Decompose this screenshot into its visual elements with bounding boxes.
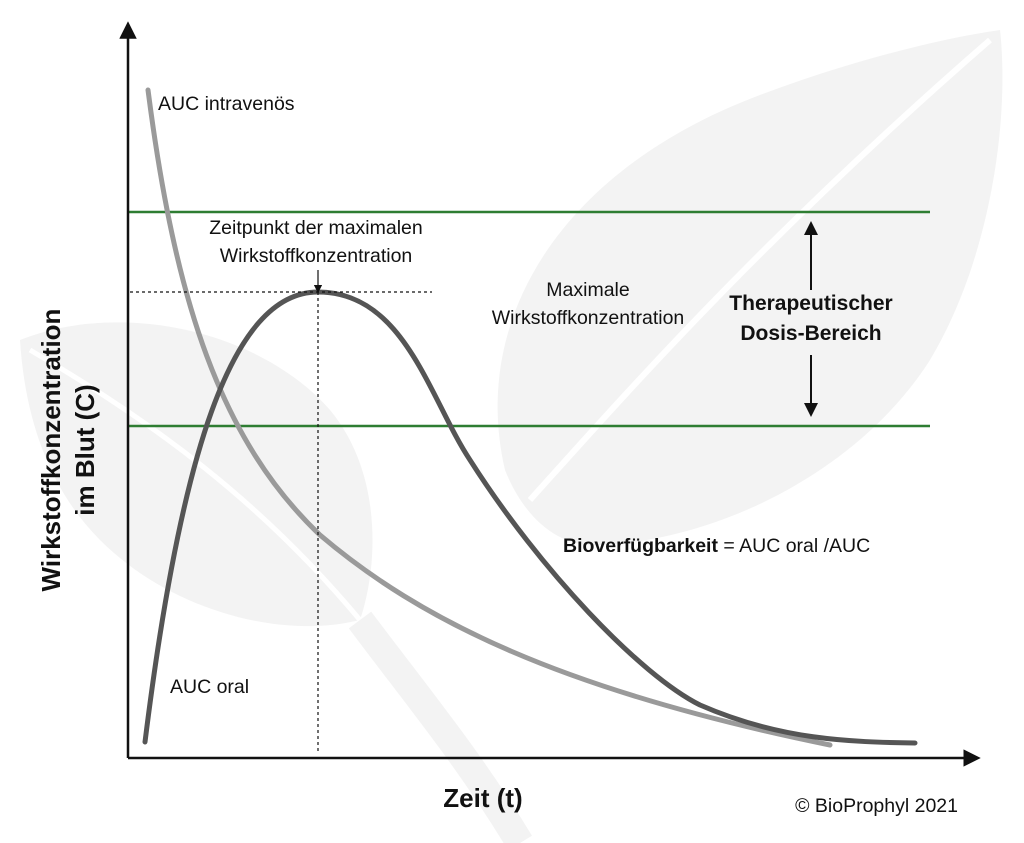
leaf-small-vein bbox=[28, 347, 362, 622]
therapeutic-label-line2: Dosis-Bereich bbox=[740, 322, 881, 345]
oral-curve bbox=[142, 289, 918, 746]
oral-curve-label: AUC oral bbox=[170, 676, 249, 698]
cmax-label-line1: Maximale bbox=[546, 279, 629, 301]
x-axis-label: Zeit (t) bbox=[443, 783, 522, 813]
therapeutic-label-line1: Therapeutischer bbox=[729, 292, 892, 315]
copyright-text: © BioProphyl 2021 bbox=[795, 795, 958, 817]
tmax-label-line1: Zeitpunkt der maximalen bbox=[209, 217, 423, 239]
bioavailability-formula: = AUC oral /AUC bbox=[718, 535, 870, 557]
bioavailability-term: Bioverfügbarkeit bbox=[563, 535, 718, 557]
leaf-stem bbox=[348, 611, 532, 843]
background-leaf-watermark bbox=[20, 30, 1003, 843]
y-axis-label-line1: Wirkstoffkonzentration bbox=[36, 309, 66, 592]
bioavailability-text: Bioverfügbarkeit = AUC oral /AUC bbox=[563, 535, 870, 557]
tmax-label-line2: Wirkstoffkonzentration bbox=[220, 245, 413, 267]
y-axis-label: Wirkstoffkonzentration im Blut (C) bbox=[36, 309, 100, 592]
leaf-large bbox=[497, 30, 1003, 546]
cmax-label-line2: Wirkstoffkonzentration bbox=[492, 307, 685, 329]
iv-curve-label: AUC intravenös bbox=[158, 93, 295, 115]
iv-curve bbox=[145, 87, 833, 748]
y-axis-label-line2: im Blut (C) bbox=[70, 384, 100, 515]
leaf-large-vein bbox=[527, 37, 992, 503]
